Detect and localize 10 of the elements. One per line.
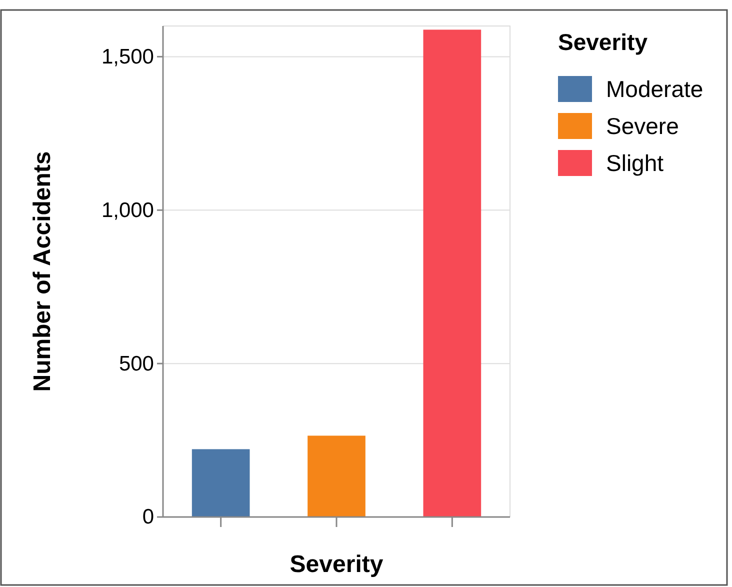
legend-title: Severity bbox=[558, 29, 648, 55]
y-tick-label: 500 bbox=[118, 352, 154, 376]
legend-label: Slight bbox=[606, 150, 664, 176]
x-axis-title: Severity bbox=[290, 551, 384, 578]
legend-label: Moderate bbox=[606, 76, 704, 102]
legend-label: Severe bbox=[606, 113, 679, 139]
y-tick-label: 0 bbox=[142, 506, 154, 529]
y-axis-title: Number of Accidents bbox=[29, 151, 56, 392]
y-tick-label: 1,500 bbox=[101, 45, 154, 68]
y-tick-label: 1,000 bbox=[101, 198, 154, 222]
